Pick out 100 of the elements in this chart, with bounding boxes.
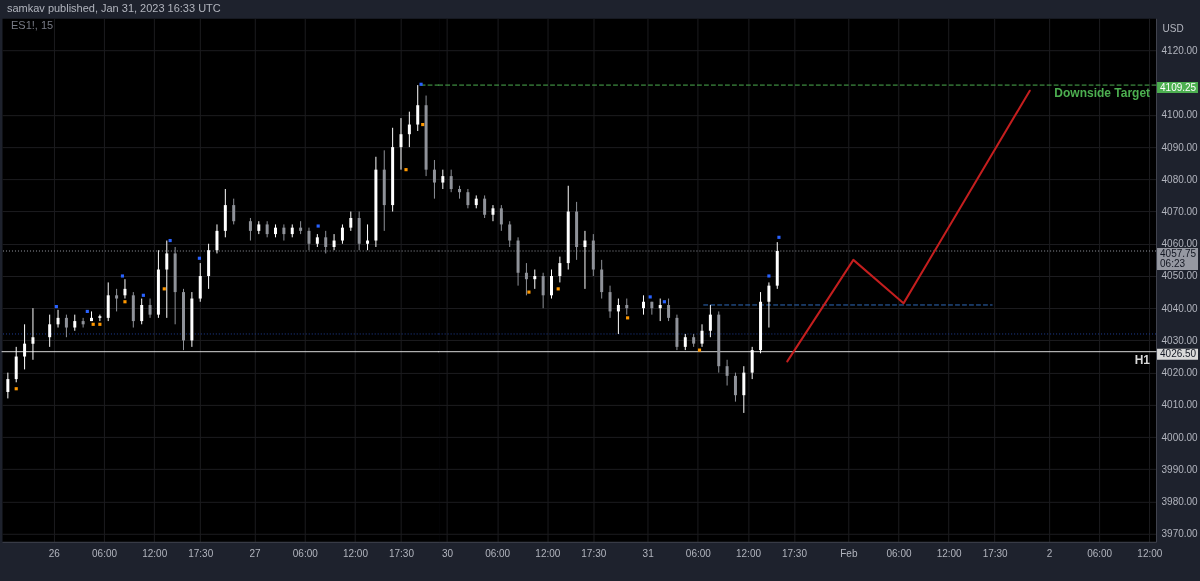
candlestick	[541, 272, 545, 309]
x-tick-label: 12:00	[936, 548, 963, 560]
point	[404, 168, 408, 172]
point	[527, 290, 531, 294]
candlestick	[667, 298, 671, 322]
point	[662, 300, 666, 304]
candlestick	[6, 372, 10, 399]
point	[556, 287, 560, 291]
candlestick	[558, 256, 562, 283]
candlestick	[98, 314, 102, 322]
point	[162, 287, 166, 291]
data-label: 4109.25	[1160, 81, 1197, 93]
point	[91, 322, 95, 326]
point	[141, 293, 145, 297]
candlestick	[750, 346, 754, 380]
y-tick-label: 3970.00	[1161, 528, 1199, 540]
point	[197, 256, 201, 260]
candlestick	[64, 314, 68, 338]
candlestick	[449, 169, 453, 193]
x-tick-label: 12:00	[142, 548, 168, 560]
x-tick-label: 12:00	[535, 548, 561, 560]
line-series	[786, 89, 1031, 363]
point	[14, 387, 18, 391]
candlestick	[616, 298, 620, 335]
candlestick	[23, 323, 27, 370]
x-tick-label: 12:00	[736, 548, 762, 560]
y-tick-label: 4080.00	[1161, 173, 1199, 185]
candlestick	[533, 269, 537, 290]
candlestick	[641, 294, 645, 316]
point	[697, 348, 702, 352]
x-tick-label: 17:30	[982, 548, 1009, 560]
candlestick	[608, 285, 612, 319]
x-tick-label: 06:00	[485, 548, 511, 560]
point	[316, 224, 320, 228]
y-tick-label: 4000.00	[1161, 431, 1199, 443]
candlestick	[399, 117, 403, 171]
candlestick	[700, 323, 704, 348]
candlestick	[215, 223, 219, 254]
x-tick-label: 06:00	[292, 548, 319, 560]
point	[168, 238, 172, 243]
y-tick-label: 4120.00	[1161, 44, 1199, 56]
point	[767, 274, 771, 278]
y-tick-label: 4020.00	[1161, 367, 1199, 379]
y-tick-label: 4040.00	[1161, 302, 1199, 314]
x-tick-label: 12:00	[342, 548, 369, 560]
annotation: 06:23	[1160, 258, 1186, 270]
candlestick	[123, 278, 127, 300]
candlestick	[708, 304, 712, 338]
point	[421, 122, 425, 127]
candlestick	[499, 204, 503, 232]
x-tick-label: 06:00	[92, 548, 118, 560]
y-axis-title: USD	[1162, 22, 1184, 34]
point	[120, 274, 125, 278]
x-tick-label: 17:30	[781, 548, 808, 560]
x-tick-label: 17:30	[188, 548, 214, 560]
y-tick-label: 3990.00	[1161, 463, 1199, 475]
ref-line-label: 4057.75	[1160, 247, 1197, 259]
candlestick	[140, 298, 144, 325]
candlestick	[248, 217, 252, 242]
candlestick	[600, 259, 604, 300]
candlestick	[583, 230, 587, 290]
point	[626, 316, 630, 320]
point	[123, 300, 127, 304]
text: samkav published, Jan 31, 2023 16:33 UTC	[6, 2, 221, 15]
legend-label: Downside Target	[1054, 86, 1151, 101]
candlestick	[366, 223, 370, 251]
point	[98, 322, 102, 326]
candlestick	[148, 298, 152, 319]
x-tick-label: 31	[642, 548, 655, 560]
candlestick	[733, 372, 737, 403]
candlestick	[48, 314, 52, 348]
x-tick-label: 2	[1046, 548, 1053, 560]
x-tick-label: 12:00	[1137, 548, 1163, 560]
y-tick-label: 4070.00	[1161, 206, 1199, 218]
candlestick	[198, 262, 202, 303]
candlestick	[483, 194, 487, 219]
y-tick-label: 4030.00	[1161, 334, 1199, 346]
legend-label: H1	[1134, 352, 1151, 367]
y-tick-label: 4100.00	[1161, 109, 1199, 121]
point	[54, 305, 58, 309]
candlestick	[432, 159, 436, 200]
candlestick	[742, 365, 746, 414]
x-tick-label: 30	[441, 548, 454, 560]
candlestick	[282, 223, 286, 242]
y-tick-label: 4090.00	[1161, 141, 1199, 153]
point	[419, 82, 423, 86]
x-tick-label: 27	[249, 548, 262, 560]
candlestick	[56, 309, 60, 329]
candlestick	[106, 281, 110, 322]
candlestick	[14, 346, 18, 383]
x-tick-label: 17:30	[388, 548, 415, 560]
candlestick	[491, 204, 495, 222]
candlestick	[115, 288, 119, 312]
x-tick-label: 06:00	[1087, 548, 1113, 560]
candlestick	[725, 359, 729, 387]
x-tick-label: 06:00	[886, 548, 912, 560]
candlestick	[550, 269, 554, 300]
candlestick	[441, 169, 445, 190]
chart-title: ES1!, 15	[10, 19, 54, 32]
y-tick-label: 4050.00	[1161, 270, 1199, 282]
